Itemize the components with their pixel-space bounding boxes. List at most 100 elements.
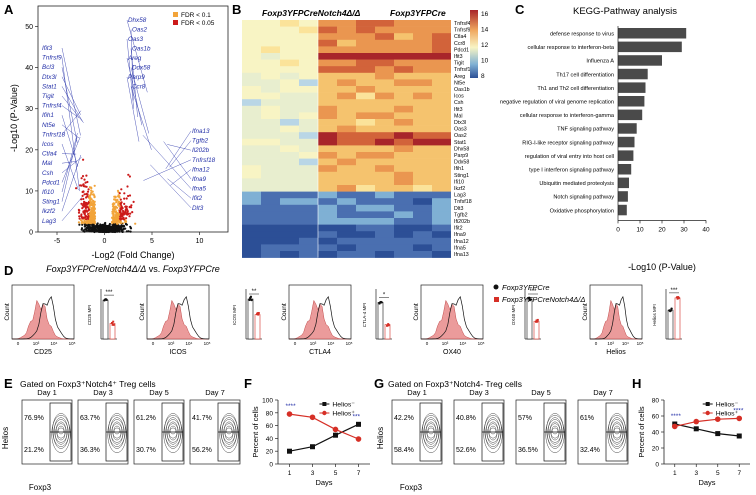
heatmap-cell (432, 145, 451, 153)
heatmap-gene-label: Ifit2 (454, 226, 463, 232)
volcano-point (119, 209, 122, 212)
histogram-x-tick-label: 10³ (168, 341, 175, 346)
kegg-bar (618, 177, 629, 189)
heatmap-cell (299, 152, 318, 159)
mfi-ko-point (535, 319, 538, 322)
heatmap-cell (432, 99, 451, 107)
heatmap-cell (318, 20, 337, 27)
volcano-gene-leader (61, 105, 80, 119)
heatmap-cell (375, 53, 394, 60)
panel-e-x-label: Foxp3 (29, 483, 52, 492)
heatmap-cell (337, 112, 356, 120)
heatmap-header-right: Foxp3YFPCre (390, 8, 446, 18)
heatmap-colorbar-tick-label: 12 (481, 42, 489, 49)
heatmap-cell (432, 33, 451, 41)
mfi-wt-bar (377, 302, 384, 340)
volcano-point (93, 200, 96, 203)
facs-contour (55, 421, 67, 439)
heatmap-cell (242, 152, 261, 159)
heatmap-cell (280, 119, 299, 126)
heatmap-cell (432, 92, 451, 100)
heatmap-cell (242, 224, 261, 232)
volcano-y-label: -Log10 (P-Value) (9, 84, 19, 152)
line-legend-marker (705, 410, 710, 416)
histogram-marker-label: CTLA4 (309, 349, 331, 356)
volcano-point (80, 177, 83, 180)
volcano-gene-label: Mal (42, 160, 53, 167)
kegg-x-tick-label: 10 (636, 226, 644, 233)
volcano-point (84, 185, 87, 188)
heatmap-cell (318, 171, 337, 179)
volcano-point (87, 215, 90, 218)
heatmap-cell (432, 79, 451, 87)
volcano-point (128, 194, 132, 197)
heatmap-cell (394, 231, 413, 239)
volcano-point (81, 223, 84, 226)
histogram-ko-fill (420, 299, 483, 340)
heatmap-cell (299, 145, 318, 153)
volcano-gene-label: Ifna9 (192, 176, 207, 183)
volcano-point (87, 188, 90, 191)
heatmap-gene-label: Ifna9 (454, 232, 466, 238)
line-point-helios-pos (355, 436, 362, 442)
heatmap-cell (261, 72, 280, 80)
histogram-ko-fill (146, 299, 209, 340)
volcano-point (80, 227, 84, 230)
heatmap-cell (337, 204, 356, 212)
facs-contour (111, 423, 123, 445)
mfi-ko-point (256, 312, 259, 315)
volcano-point (86, 190, 90, 193)
volcano-point (89, 222, 92, 225)
volcano-point (132, 200, 135, 203)
volcano-gene-label: Bcl3 (42, 64, 55, 71)
facs-plot: Day 1 76.9% 21.2% (21, 388, 73, 465)
heatmap-cell (280, 231, 299, 239)
line-chart-y-label: Percent of cells (251, 406, 260, 458)
heatmap-cell (261, 20, 280, 27)
volcano-point (114, 195, 117, 198)
line-chart-f: 0 20 40 60 80 100 1 3 5 7 Days Percent of cells Heli… (251, 398, 370, 487)
heatmap-cell (356, 145, 375, 153)
kegg-x-tick-label: 30 (680, 226, 688, 233)
heatmap-cell (242, 99, 261, 107)
line-series-helios-neg (674, 423, 740, 437)
heatmap-cell (356, 66, 375, 74)
volcano-subtitle-vs: vs. (146, 264, 163, 274)
histogram-wt-line (12, 295, 75, 340)
volcano-point (87, 209, 90, 212)
volcano-point (77, 211, 81, 214)
heatmap-cell (280, 185, 299, 192)
volcano-point (81, 207, 84, 210)
facs-top-percent: 61% (580, 415, 594, 422)
heatmap-cell (375, 39, 394, 47)
heatmap-cell (337, 39, 356, 47)
volcano-point (99, 226, 102, 229)
heatmap-cell (432, 112, 451, 120)
facs-contour (168, 427, 178, 441)
volcano-point (118, 196, 121, 199)
heatmap-cell (413, 145, 432, 153)
heatmap-cell (280, 211, 299, 219)
heatmap-cell (299, 112, 318, 120)
heatmap-cell (318, 211, 337, 219)
mfi-plot-cd25: CD25 MFI *** (87, 289, 117, 340)
heatmap-cell (413, 46, 432, 54)
mfi-ko-point (677, 296, 680, 299)
volcano-point (118, 205, 121, 208)
facs-frame (189, 399, 241, 465)
histogram-x-tick-label: 10³ (607, 341, 614, 346)
heatmap-cell (242, 138, 261, 146)
kegg-pathway-label: defense response to virus (550, 32, 614, 38)
facs-day-label: Day 1 (407, 388, 427, 397)
volcano-x-tick-label: 10 (196, 238, 204, 245)
heatmap-cell (337, 185, 356, 192)
histogram-marker-label: OX40 (443, 349, 461, 356)
heatmap-cell (432, 46, 451, 54)
line-chart-x-tick-label: 5 (716, 470, 720, 477)
heatmap-cell (413, 191, 432, 199)
histogram-x-tick-label: 10⁵ (346, 341, 353, 346)
heatmap-cell (280, 251, 299, 258)
heatmap-cell (356, 46, 375, 54)
facs-plot: Day 7 41.7% 56.2% (189, 388, 241, 465)
line-point-helios-pos (332, 426, 339, 433)
